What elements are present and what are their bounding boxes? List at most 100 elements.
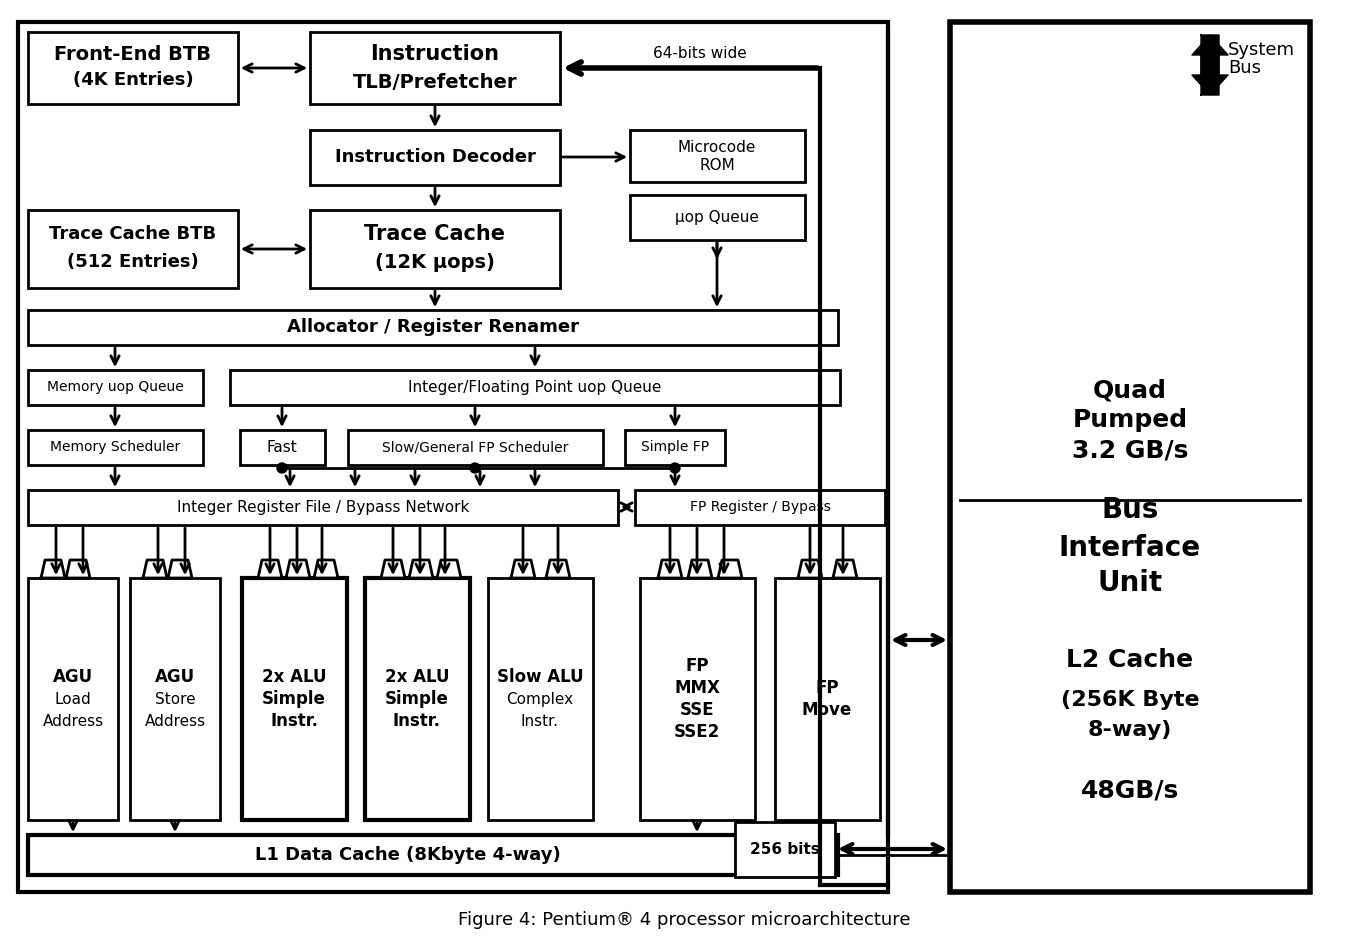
Polygon shape — [688, 560, 711, 578]
Polygon shape — [382, 560, 405, 578]
Bar — [27, 430, 202, 465]
Circle shape — [276, 463, 287, 473]
Text: Slow ALU: Slow ALU — [497, 668, 583, 686]
Text: Figure 4: Pentium® 4 processor microarchitecture: Figure 4: Pentium® 4 processor microarch… — [458, 911, 910, 929]
Bar — [18, 22, 888, 892]
Bar — [347, 430, 603, 465]
Text: ROM: ROM — [699, 159, 735, 173]
Text: MMX: MMX — [674, 679, 720, 697]
Polygon shape — [1192, 50, 1228, 95]
Text: Address: Address — [145, 713, 205, 728]
Bar — [631, 130, 804, 182]
Text: FP: FP — [815, 679, 839, 697]
Text: L2 Cache: L2 Cache — [1067, 648, 1193, 672]
Text: 256 bits: 256 bits — [750, 842, 819, 856]
Text: Instr.: Instr. — [521, 713, 560, 728]
Text: Store: Store — [155, 692, 196, 707]
Bar — [311, 32, 560, 104]
Text: Fast: Fast — [267, 440, 297, 454]
Bar — [27, 32, 238, 104]
Text: 3.2 GB/s: 3.2 GB/s — [1071, 438, 1189, 462]
Text: Microcode: Microcode — [677, 139, 757, 154]
Text: Unit: Unit — [1097, 569, 1163, 597]
Text: Interface: Interface — [1059, 534, 1201, 562]
Polygon shape — [409, 560, 434, 578]
Polygon shape — [833, 560, 856, 578]
Text: Slow/General FP Scheduler: Slow/General FP Scheduler — [382, 440, 568, 454]
Text: TLB/Prefetcher: TLB/Prefetcher — [353, 73, 517, 92]
Text: FP Register / Bypass: FP Register / Bypass — [689, 500, 830, 514]
Text: Instruction Decoder: Instruction Decoder — [335, 148, 535, 166]
Text: Address: Address — [42, 713, 104, 728]
Text: Complex: Complex — [506, 692, 573, 707]
Bar — [239, 430, 326, 465]
Text: Memory Scheduler: Memory Scheduler — [49, 440, 181, 454]
Text: Instr.: Instr. — [269, 712, 317, 730]
Bar — [488, 578, 592, 820]
Polygon shape — [286, 560, 311, 578]
Text: Simple FP: Simple FP — [642, 440, 709, 454]
Text: AGU: AGU — [53, 668, 93, 686]
Polygon shape — [315, 560, 338, 578]
Bar — [776, 578, 880, 820]
Text: Move: Move — [802, 701, 852, 719]
Text: Instruction: Instruction — [371, 44, 499, 64]
Bar — [27, 490, 618, 525]
Polygon shape — [1192, 35, 1228, 95]
Text: 8-way): 8-way) — [1088, 720, 1172, 740]
Text: Allocator / Register Renamer: Allocator / Register Renamer — [287, 318, 579, 336]
Bar — [27, 578, 118, 820]
Text: Pumped: Pumped — [1073, 408, 1187, 432]
Bar — [635, 490, 885, 525]
Text: Simple: Simple — [384, 690, 449, 708]
Text: AGU: AGU — [155, 668, 196, 686]
Polygon shape — [1192, 35, 1228, 95]
Polygon shape — [144, 560, 167, 578]
Text: 64-bits wide: 64-bits wide — [653, 46, 747, 61]
Polygon shape — [259, 560, 282, 578]
Bar — [631, 195, 804, 240]
Polygon shape — [168, 560, 192, 578]
Text: Bus: Bus — [1228, 59, 1261, 77]
Text: Memory uop Queue: Memory uop Queue — [47, 380, 183, 394]
Text: Front-End BTB: Front-End BTB — [55, 44, 212, 63]
Polygon shape — [718, 560, 741, 578]
Bar — [230, 370, 840, 405]
Bar — [27, 835, 839, 875]
Bar — [27, 370, 202, 405]
Text: (256K Byte: (256K Byte — [1060, 690, 1200, 710]
Bar — [27, 210, 238, 288]
Polygon shape — [66, 560, 90, 578]
Text: System: System — [1228, 41, 1295, 59]
Text: Trace Cache BTB: Trace Cache BTB — [49, 225, 216, 243]
Circle shape — [670, 463, 680, 473]
Text: Integer Register File / Bypass Network: Integer Register File / Bypass Network — [176, 499, 469, 515]
Bar — [311, 130, 560, 185]
Polygon shape — [512, 560, 535, 578]
Bar — [130, 578, 220, 820]
Text: Quad: Quad — [1093, 378, 1167, 402]
Bar — [949, 22, 1311, 892]
Text: Load: Load — [55, 692, 92, 707]
Polygon shape — [546, 560, 570, 578]
Text: (4K Entries): (4K Entries) — [73, 71, 193, 89]
Text: 48GB/s: 48GB/s — [1081, 778, 1179, 802]
Text: SSE2: SSE2 — [674, 723, 720, 741]
Circle shape — [471, 463, 480, 473]
Text: Instr.: Instr. — [393, 712, 440, 730]
Text: Bus: Bus — [1101, 496, 1159, 524]
Bar — [735, 822, 834, 877]
Bar — [365, 578, 471, 820]
Text: μop Queue: μop Queue — [674, 209, 759, 224]
Text: L1 Data Cache (8Kbyte 4-way): L1 Data Cache (8Kbyte 4-way) — [254, 846, 561, 864]
Bar — [27, 310, 839, 345]
Polygon shape — [41, 560, 66, 578]
Bar — [311, 210, 560, 288]
Bar — [242, 578, 347, 820]
Text: (12K μops): (12K μops) — [375, 253, 495, 272]
Text: 2x ALU: 2x ALU — [261, 668, 326, 686]
Text: 2x ALU: 2x ALU — [384, 668, 449, 686]
Text: Integer/Floating Point uop Queue: Integer/Floating Point uop Queue — [408, 379, 662, 394]
Polygon shape — [798, 560, 822, 578]
Text: Trace Cache: Trace Cache — [364, 224, 506, 244]
